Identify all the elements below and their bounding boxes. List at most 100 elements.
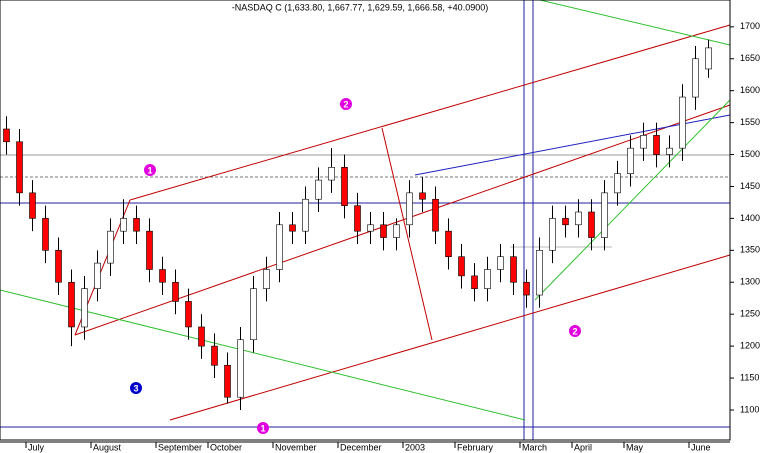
x-tick-label: May	[626, 442, 644, 452]
candle-body	[81, 288, 88, 328]
candle-body	[588, 211, 595, 238]
y-tick-label: 1100	[740, 404, 759, 414]
y-tick-label: 1250	[740, 309, 760, 319]
candle-body	[302, 198, 309, 232]
x-tick-label: July	[28, 442, 45, 452]
candle-body	[341, 167, 348, 206]
x-tick-label: December	[340, 442, 382, 452]
y-tick-label: 1600	[740, 85, 760, 95]
annotation-label: 2	[343, 99, 348, 109]
candle-body	[471, 275, 478, 289]
candle-body	[653, 135, 660, 155]
annotation: 3	[130, 382, 142, 394]
x-tick-label: June	[691, 442, 711, 452]
candle-body	[601, 192, 608, 238]
candle-body	[42, 218, 49, 251]
candle-body	[120, 218, 127, 232]
candle-body	[627, 147, 634, 175]
trend-line	[534, 99, 731, 301]
candle-body	[237, 339, 244, 398]
x-tick-label: October	[210, 442, 242, 452]
x-tick-label: September	[158, 442, 202, 452]
candle-body	[536, 250, 543, 296]
y-tick-label: 1450	[740, 181, 760, 191]
candle-body	[16, 141, 23, 194]
y-tick-label: 1200	[740, 340, 760, 350]
candles	[3, 39, 712, 410]
candle-body	[692, 58, 699, 98]
y-tick-label: 1400	[740, 213, 760, 223]
trend-line	[129, 24, 731, 201]
candle-body	[55, 250, 62, 283]
candle-body	[172, 281, 179, 302]
y-tick-label: 1500	[740, 149, 760, 159]
trend-line	[539, 0, 731, 46]
annotation: 2	[569, 325, 581, 337]
candle-body	[380, 224, 387, 238]
annotation-label: 1	[147, 165, 152, 175]
candle-body	[679, 96, 686, 149]
candle-body	[146, 230, 153, 270]
candle-body	[224, 364, 231, 398]
candle-body	[432, 198, 439, 232]
candle-body	[185, 301, 192, 328]
x-tick-label: 2003	[405, 442, 425, 452]
candle-body	[211, 345, 218, 366]
candle-body	[640, 135, 647, 149]
y-tick-label: 1650	[740, 53, 760, 63]
annotation: 2	[340, 98, 352, 110]
candle-body	[367, 224, 374, 232]
x-tick-label: March	[522, 442, 547, 452]
chart-title: -NASDAQ C (1,633.80, 1,667.77, 1,629.59,…	[232, 2, 488, 12]
candle-body	[289, 224, 296, 232]
annotation: 1	[144, 164, 156, 176]
y-tick-label: 1350	[740, 245, 760, 255]
candle-body	[315, 179, 322, 200]
annotation: 1	[257, 422, 269, 434]
x-tick-label: February	[457, 442, 494, 452]
trend-line	[74, 104, 731, 336]
trend-line	[414, 114, 731, 176]
y-tick-label: 1550	[740, 117, 760, 127]
candle-body	[549, 218, 556, 251]
candle-body	[497, 256, 504, 270]
candle-body	[419, 192, 426, 200]
candle-body	[159, 269, 166, 283]
annotation-label: 3	[133, 383, 138, 393]
annotation-label: 1	[260, 423, 265, 433]
candle-body	[29, 192, 36, 219]
candle-body	[68, 281, 75, 328]
annotation-label: 2	[572, 326, 577, 336]
candle-body	[510, 256, 517, 283]
candle-body	[250, 288, 257, 341]
candle-body	[458, 256, 465, 277]
candle-body	[484, 269, 491, 289]
candle-body	[445, 230, 452, 258]
candle-body	[705, 47, 712, 70]
candle-body	[575, 211, 582, 226]
candle-body	[94, 262, 101, 289]
candle-body	[328, 167, 335, 181]
candle-body	[198, 326, 205, 347]
x-tick-label: November	[275, 442, 317, 452]
candle-body	[354, 205, 361, 232]
candle-body	[406, 192, 413, 226]
y-tick-label: 1300	[740, 277, 760, 287]
candle-body	[263, 269, 270, 289]
plot-frame	[0, 0, 731, 441]
candle-body	[666, 147, 673, 155]
x-tick-label: August	[93, 442, 122, 452]
candle-body	[133, 218, 140, 232]
y-tick-label: 1700	[740, 21, 760, 31]
trend-line	[169, 254, 731, 421]
candle-body	[107, 230, 114, 264]
candle-body	[562, 218, 569, 226]
trend-line	[381, 127, 433, 341]
candle-body	[523, 281, 530, 296]
y-tick-label: 1150	[740, 372, 759, 382]
candle-body	[393, 224, 400, 238]
x-tick-label: April	[574, 442, 592, 452]
candle-body	[614, 173, 621, 194]
candle-body	[3, 128, 10, 143]
